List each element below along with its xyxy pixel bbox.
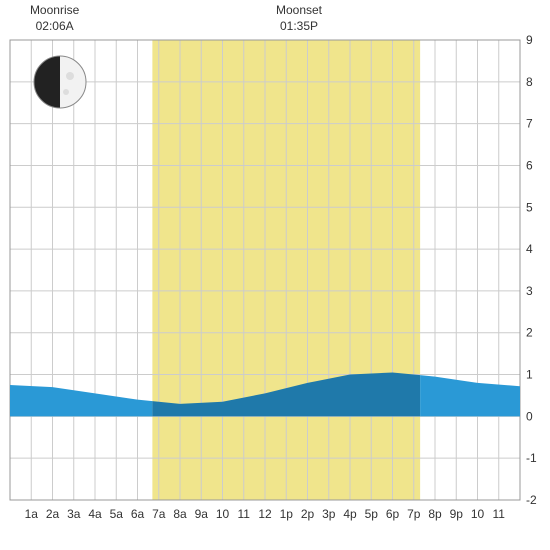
y-tick-label: 2 <box>526 326 533 340</box>
x-tick-label: 9p <box>450 507 464 521</box>
moonrise-time: 02:06A <box>36 19 74 33</box>
x-tick-label: 2p <box>301 507 315 521</box>
moonset-label: Moonset <box>276 3 323 17</box>
x-tick-label: 4a <box>88 507 102 521</box>
x-tick-label: 3a <box>67 507 81 521</box>
x-tick-label: 6p <box>386 507 400 521</box>
y-tick-label: 5 <box>526 200 533 214</box>
x-tick-label: 1p <box>280 507 294 521</box>
moonset: Moonset 01:35P <box>276 3 323 33</box>
x-tick-label: 12 <box>258 507 272 521</box>
x-tick-label: 3p <box>322 507 336 521</box>
moonrise: Moonrise 02:06A <box>30 3 80 33</box>
x-tick-label: 4p <box>343 507 357 521</box>
x-tick-label: 10 <box>216 507 230 521</box>
x-tick-label: 5p <box>365 507 379 521</box>
y-tick-label: 7 <box>526 117 533 131</box>
moonset-time: 01:35P <box>280 19 318 33</box>
x-tick-label: 2a <box>46 507 60 521</box>
x-tick-label: 10 <box>471 507 485 521</box>
y-tick-label: 3 <box>526 284 533 298</box>
grid <box>10 40 520 500</box>
x-tick-label: 6a <box>131 507 145 521</box>
x-tick-label: 9a <box>195 507 209 521</box>
y-tick-label: 1 <box>526 368 533 382</box>
x-tick-label: 8p <box>428 507 442 521</box>
tide-chart: -2-101234567891a2a3a4a5a6a7a8a9a1011121p… <box>0 0 550 550</box>
x-tick-label: 11 <box>493 507 506 521</box>
x-tick-label: 11 <box>238 507 251 521</box>
moonrise-label: Moonrise <box>30 3 80 17</box>
y-tick-label: -1 <box>526 451 537 465</box>
y-tick-label: 6 <box>526 158 533 172</box>
y-tick-label: 0 <box>526 409 533 423</box>
y-tick-label: 9 <box>526 33 533 47</box>
x-tick-label: 8a <box>173 507 187 521</box>
x-tick-label: 7p <box>407 507 421 521</box>
y-tick-label: 8 <box>526 75 533 89</box>
moon-phase-icon <box>34 56 86 108</box>
y-tick-label: 4 <box>526 242 533 256</box>
x-tick-label: 7a <box>152 507 166 521</box>
tide-area-night-pm <box>420 375 520 416</box>
y-tick-label: -2 <box>526 493 537 507</box>
x-tick-label: 1a <box>25 507 39 521</box>
tide-area-night-am <box>10 385 152 416</box>
x-tick-label: 5a <box>110 507 124 521</box>
chart-svg: -2-101234567891a2a3a4a5a6a7a8a9a1011121p… <box>0 0 550 550</box>
